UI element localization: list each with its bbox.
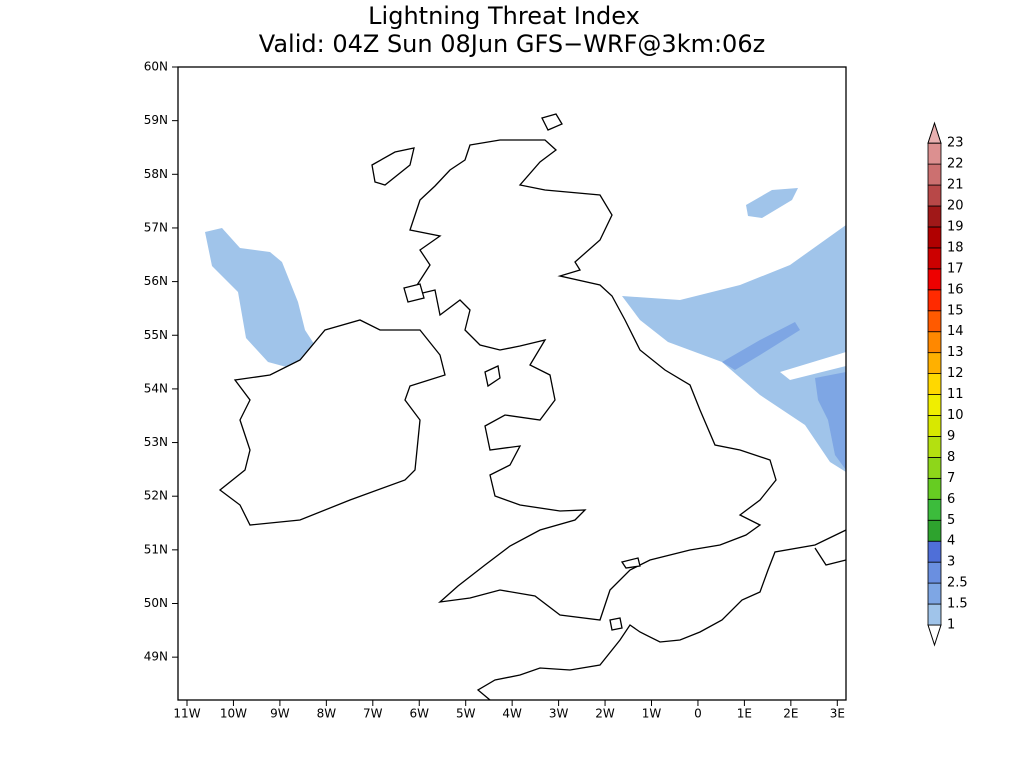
lat-label: 57N <box>144 220 168 234</box>
axes: 60N 59N 58N 57N 56N 55N 54N 53N 52N 51N 50N 49N 11W 1… <box>144 60 845 721</box>
lat-label: 53N <box>144 435 168 449</box>
colorbar-segment <box>927 498 942 521</box>
colorbar-segment <box>927 582 942 605</box>
colorbar-label: 18 <box>947 240 964 255</box>
lat-label: 55N <box>144 328 168 342</box>
lon-label: 11W <box>173 707 200 721</box>
lat-label: 52N <box>144 489 168 503</box>
colorbar-segment <box>927 331 942 354</box>
colorbar-segment <box>927 352 942 374</box>
colorbar-label: 11 <box>947 387 964 402</box>
lon-label: 0 <box>694 707 702 721</box>
threat-area <box>205 228 318 372</box>
colorbar-label: 2.5 <box>947 576 968 591</box>
lat-label: 49N <box>144 650 168 664</box>
colorbar: 1 1.5 2.5 3 4 5 6 7 8 9 10 11 12 13 14 15 16 17 18 19 20 21 22… <box>927 121 968 647</box>
lat-label: 56N <box>144 274 168 288</box>
title-line-2: Valid: 04Z Sun 08Jun GFS−WRF@3km:06z <box>259 30 765 58</box>
lon-label: 1E <box>737 707 752 721</box>
lon-label: 2E <box>783 707 798 721</box>
colorbar-segment <box>927 268 942 291</box>
colorbar-segment <box>927 226 942 249</box>
threat-area <box>622 225 846 472</box>
lon-label: 9W <box>270 707 290 721</box>
colorbar-segment <box>927 603 942 626</box>
colorbar-label: 3 <box>947 555 955 570</box>
title-line-1: Lightning Threat Index <box>368 2 640 30</box>
lon-label: 2W <box>595 707 615 721</box>
colorbar-segment <box>927 289 942 312</box>
colorbar-segment <box>927 394 942 416</box>
lat-label: 50N <box>144 596 168 610</box>
colorbar-segment <box>927 540 942 563</box>
threat-area <box>746 188 798 218</box>
colorbar-label: 10 <box>947 408 964 423</box>
lon-label: 4W <box>502 707 522 721</box>
isle-of-man <box>484 365 501 388</box>
colorbar-segment <box>927 163 942 186</box>
colorbar-label: 22 <box>947 157 964 172</box>
colorbar-label: 15 <box>947 303 964 318</box>
threat-area <box>815 372 846 470</box>
colorbar-label: 7 <box>947 471 955 486</box>
lon-label: 7W <box>363 707 383 721</box>
clear-area <box>780 352 846 380</box>
colorbar-segment <box>927 247 942 270</box>
colorbar-below-triangle <box>927 624 942 647</box>
france-coast <box>476 529 847 701</box>
islay <box>403 283 425 303</box>
colorbar-segment <box>927 456 942 479</box>
lon-label: 8W <box>317 707 337 721</box>
colorbar-label: 20 <box>947 199 964 214</box>
colorbar-above-triangle <box>927 121 942 144</box>
colorbar-segment <box>927 310 942 333</box>
colorbar-label: 1.5 <box>947 597 968 612</box>
lat-label: 59N <box>144 113 168 127</box>
lon-label: 3E <box>830 707 845 721</box>
colorbar-segment <box>927 561 942 584</box>
ireland <box>218 319 446 526</box>
colorbar-label: 4 <box>947 534 955 549</box>
colorbar-segment <box>927 436 942 458</box>
colorbar-label: 21 <box>947 178 964 193</box>
lon-label: 10W <box>220 707 247 721</box>
lon-label: 3W <box>549 707 569 721</box>
colorbar-segment <box>927 373 942 395</box>
colorbar-label: 14 <box>947 324 964 339</box>
lat-label: 58N <box>144 167 168 181</box>
lon-label: 1W <box>642 707 662 721</box>
lon-label: 5W <box>456 707 476 721</box>
colorbar-label: 17 <box>947 261 964 276</box>
colorbar-segment <box>927 477 942 500</box>
isle-of-wight <box>620 557 641 569</box>
hebrides <box>371 147 415 186</box>
colorbar-label: 8 <box>947 450 955 465</box>
colorbar-label: 23 <box>947 136 964 151</box>
colorbar-label: 1 <box>947 618 955 633</box>
channel-islands <box>609 617 623 631</box>
colorbar-label: 19 <box>947 219 964 234</box>
colorbar-label: 16 <box>947 282 964 297</box>
colorbar-label: 5 <box>947 513 955 528</box>
lat-label: 51N <box>144 542 168 556</box>
threat-area <box>722 322 800 370</box>
colorbar-segment <box>927 142 942 165</box>
colorbar-segment <box>927 519 942 542</box>
colorbar-segment <box>927 205 942 228</box>
lat-label: 54N <box>144 381 168 395</box>
colorbar-label: 6 <box>947 492 955 507</box>
orkney <box>541 113 563 131</box>
map-area <box>178 67 847 701</box>
colorbar-label: 12 <box>947 366 964 381</box>
colorbar-label: 13 <box>947 345 964 360</box>
lon-label: 6W <box>410 707 430 721</box>
lat-label: 60N <box>144 60 168 74</box>
great-britain <box>408 139 777 621</box>
colorbar-segment <box>927 415 942 437</box>
colorbar-label: 9 <box>947 429 955 444</box>
netherlands-coast <box>814 547 847 566</box>
colorbar-segment <box>927 184 942 207</box>
